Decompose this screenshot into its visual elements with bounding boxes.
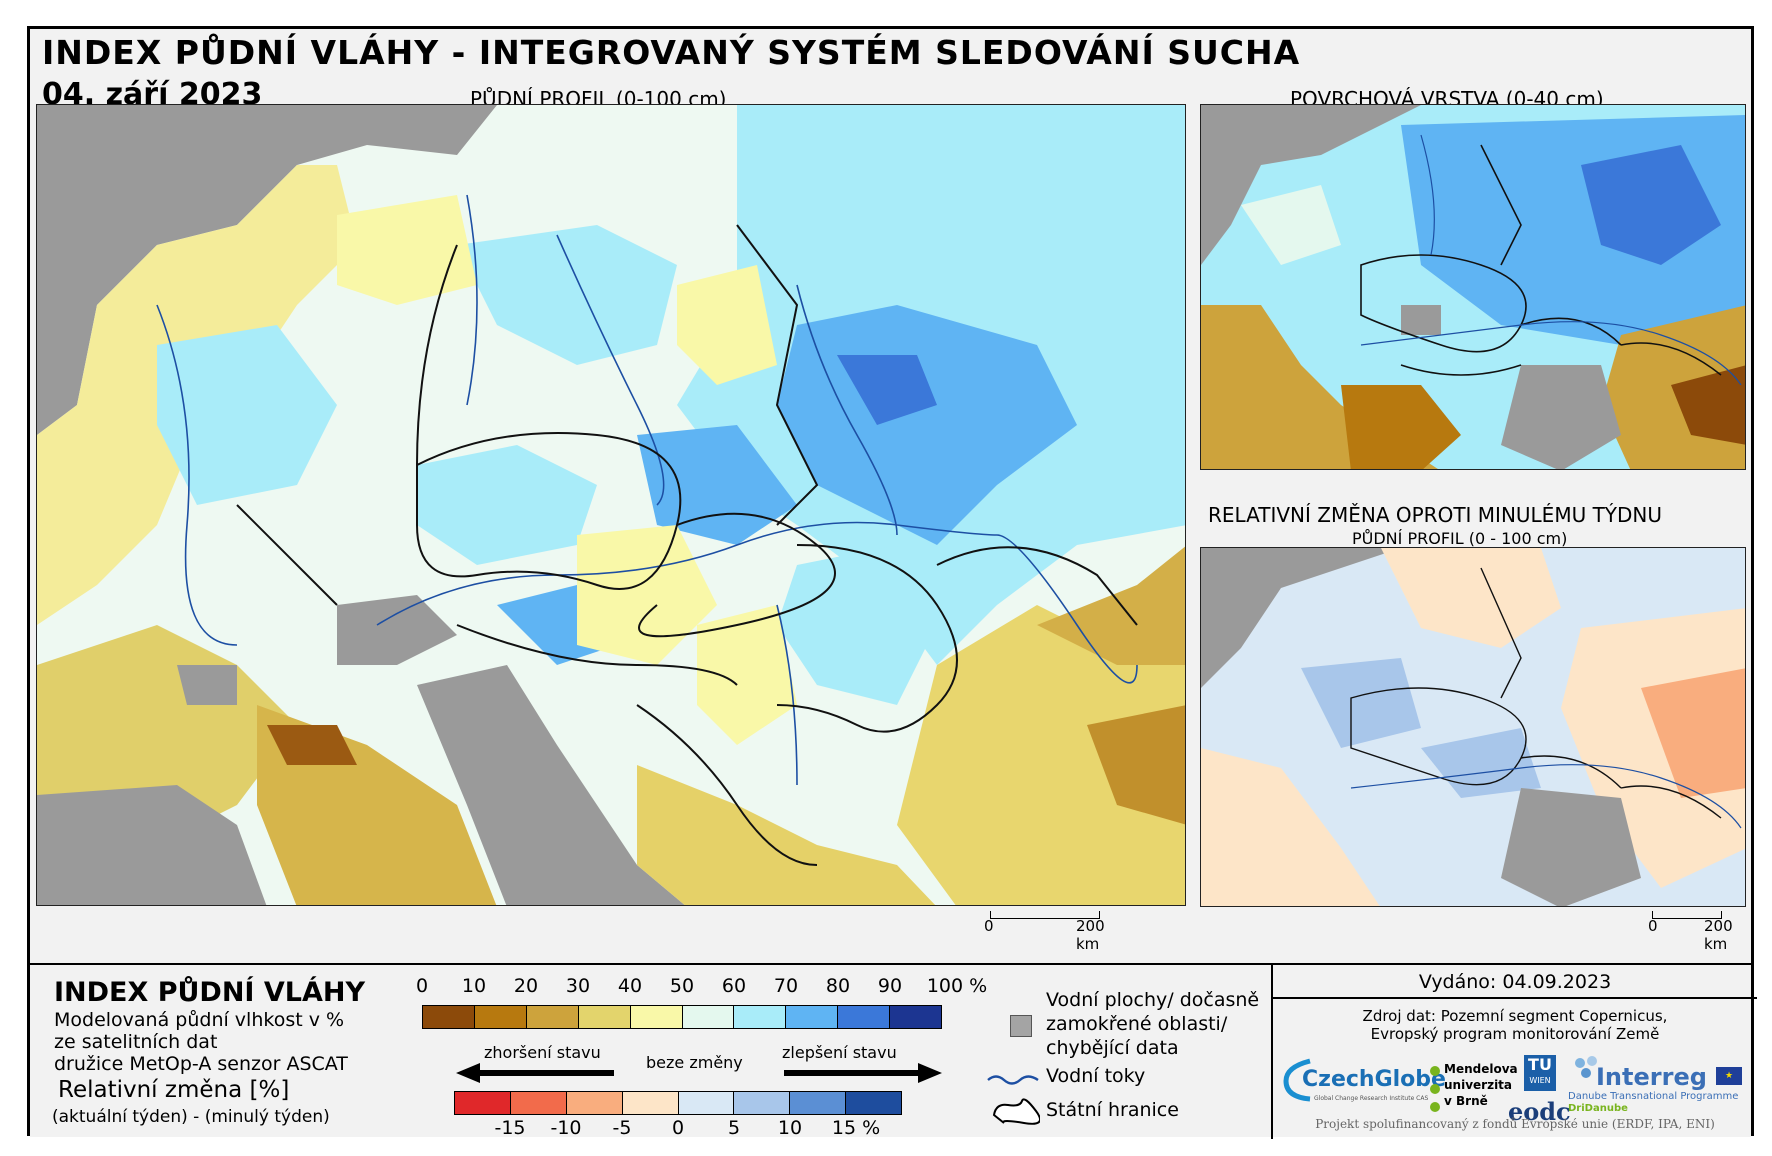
main-map-scale: 0 200 km [984, 911, 1105, 953]
main-frame: INDEX PŮDNÍ VLÁHY - INTEGROVANÝ SYSTÉM S… [27, 26, 1757, 1139]
surface-layer-map [1200, 104, 1746, 470]
change-swatch-6 [790, 1092, 847, 1114]
issued-box: Vydáno: 04.09.2023 [1273, 965, 1757, 999]
index-swatch-3 [578, 1006, 631, 1028]
change-swatch-2 [566, 1092, 623, 1114]
change-tick-labels: -15 -10 -5 0 5 10 15 % [494, 1117, 881, 1139]
change-swatch-0 [455, 1092, 511, 1114]
index-swatch-8 [838, 1006, 891, 1028]
water-area-swatch [1010, 1015, 1032, 1037]
legend-description: Modelovaná půdní vlhkost v % ze satelitn… [54, 1009, 348, 1075]
main-soil-moisture-map [36, 104, 1186, 906]
index-swatch-6 [734, 1006, 787, 1028]
legend-title: INDEX PŮDNÍ VLÁHY [54, 977, 366, 1008]
relative-change-subtitle: (aktuální týden) - (minulý týden) [52, 1107, 330, 1127]
trend-arrows-icon [456, 1063, 942, 1083]
legend-panel: INDEX PŮDNÍ VLÁHY Modelovaná půdní vlhko… [30, 963, 1757, 1139]
arrow-none-label: beze změny [646, 1053, 743, 1072]
legend-divider [1271, 965, 1273, 1139]
border-line-icon [992, 1098, 1040, 1125]
change-swatch-5 [734, 1092, 791, 1114]
weekly-change-map [1200, 547, 1746, 907]
index-swatch-2 [526, 1006, 579, 1028]
index-swatch-9 [890, 1006, 942, 1028]
arrow-better-label: zlepšení stavu [782, 1043, 897, 1062]
footer-note: Projekt spolufinancovaný z fondů Evropsk… [1315, 1117, 1715, 1131]
change-swatch-7 [846, 1092, 901, 1114]
index-swatch-1 [474, 1006, 527, 1028]
issued-date: Vydáno: 04.09.2023 [1418, 971, 1612, 993]
change-map-sublabel: PŮDNÍ PROFIL (0 - 100 cm) [1352, 529, 1568, 548]
change-swatch-1 [510, 1092, 567, 1114]
index-swatch-7 [786, 1006, 839, 1028]
index-tick-labels: 0 10 20 30 40 50 60 70 80 90 100 % [415, 975, 988, 997]
eodc-logo: eodc [1508, 1097, 1571, 1126]
index-swatch-0 [423, 1006, 475, 1028]
small-map-scale: 0 200 km [1648, 911, 1748, 953]
change-map-label: RELATIVNÍ ZMĚNA OPROTI MINULÉMU TÝDNU [1208, 503, 1663, 527]
index-swatch-4 [630, 1006, 683, 1028]
eu-flag-icon: ★ [1716, 1067, 1742, 1085]
arrow-worse-label: zhoršení stavu [484, 1043, 601, 1062]
river-line-icon [987, 1075, 1039, 1085]
page-title: INDEX PŮDNÍ VLÁHY - INTEGROVANÝ SYSTÉM S… [42, 33, 1301, 72]
change-color-bar [454, 1091, 902, 1115]
change-swatch-3 [622, 1092, 679, 1114]
index-color-bar [422, 1005, 942, 1029]
change-swatch-4 [678, 1092, 735, 1114]
data-source: Zdroj dat: Pozemní segment Copernicus, E… [1362, 1007, 1668, 1043]
index-swatch-5 [682, 1006, 735, 1028]
relative-change-title: Relativní změna [%] [58, 1077, 290, 1103]
